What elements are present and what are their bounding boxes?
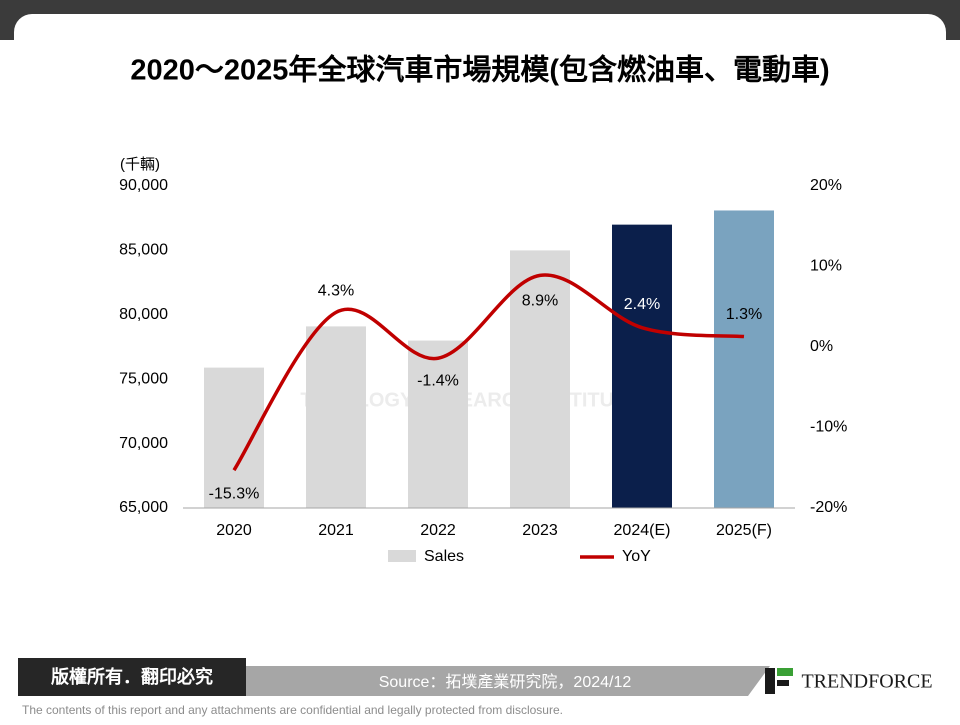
x-tick-label: 2024(E) (614, 522, 671, 539)
data-label: 1.3% (726, 306, 762, 323)
legend-label: Sales (424, 548, 464, 565)
logo-mark (777, 668, 793, 676)
y2-tick-label: -20% (810, 499, 847, 516)
x-tick-label: 2023 (522, 522, 558, 539)
logo-mark (765, 668, 775, 694)
data-label: -15.3% (209, 485, 260, 502)
footer-gray-bar (246, 666, 770, 696)
y-axis-unit: (千輛) (120, 156, 160, 173)
bar (306, 326, 366, 508)
bar (408, 340, 468, 508)
footer-dark-bar (18, 658, 246, 696)
data-label: 2.4% (624, 296, 660, 313)
y2-tick-label: 0% (810, 338, 833, 355)
y-tick-label: 70,000 (119, 435, 168, 452)
card (14, 14, 946, 704)
x-tick-label: 2020 (216, 522, 252, 539)
chart-title: 2020～2025年全球汽車市場規模(包含燃油車、電動車) (130, 53, 829, 87)
y-tick-label: 90,000 (119, 177, 168, 194)
source: Source：拓墣產業研究院，2024/12 (379, 673, 632, 691)
logo-text: TRENDFORCE (801, 671, 932, 693)
y-tick-label: 65,000 (119, 499, 168, 516)
bar (204, 367, 264, 508)
x-tick-label: 2021 (318, 522, 354, 539)
y-tick-label: 80,000 (119, 306, 168, 323)
y-tick-label: 85,000 (119, 242, 168, 259)
data-label: -1.4% (417, 372, 459, 389)
y2-tick-label: 20% (810, 177, 842, 194)
bar (612, 224, 672, 508)
legend-label: YoY (622, 548, 651, 565)
copyright: 版權所有．翻印必究 (51, 666, 213, 687)
bar (714, 210, 774, 509)
disclaimer: The contents of this report and any atta… (22, 703, 563, 717)
x-tick-label: 2022 (420, 522, 456, 539)
data-label: 4.3% (318, 283, 354, 300)
y-tick-label: 75,000 (119, 370, 168, 387)
legend-swatch (388, 550, 416, 562)
y2-tick-label: 10% (810, 258, 842, 275)
data-label: 8.9% (522, 293, 558, 310)
logo-mark (777, 680, 789, 686)
y2-tick-label: -10% (810, 419, 847, 436)
x-tick-label: 2025(F) (716, 522, 772, 539)
line (232, 273, 745, 472)
bar (510, 250, 570, 508)
